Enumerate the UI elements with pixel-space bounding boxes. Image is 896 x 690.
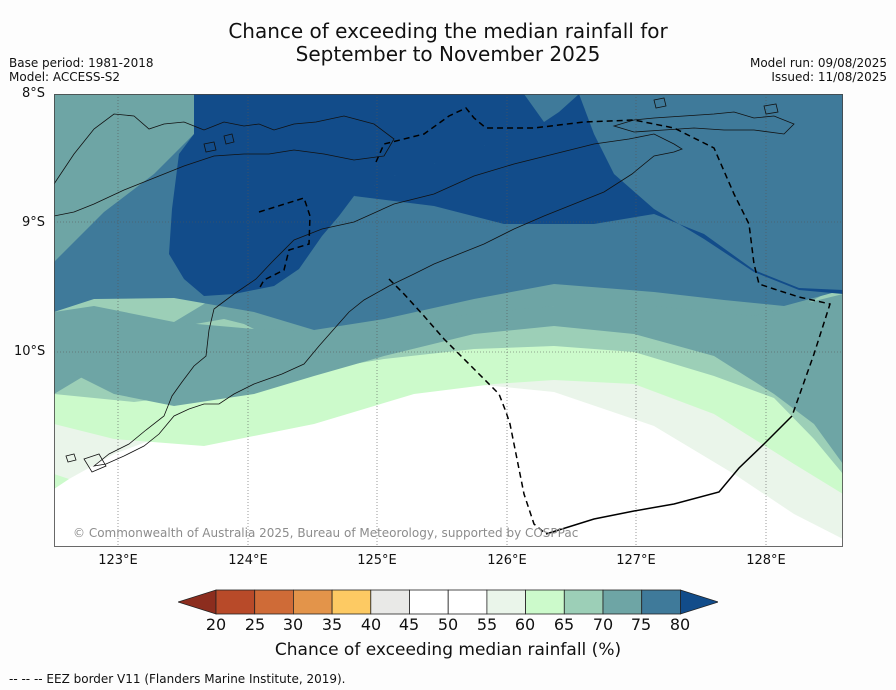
colorbar-extend-low: [178, 589, 217, 615]
band-70-75-south: [54, 294, 843, 464]
lon-label-125e: 125°E: [357, 553, 397, 568]
band-above-80: [169, 94, 843, 296]
band-60-65: [54, 474, 69, 489]
flores-sumba-coastline: [54, 113, 395, 217]
map-frame: [54, 94, 843, 547]
colorbar-cell: [293, 589, 333, 615]
colorbar-cell: [602, 589, 643, 615]
colorbar-cell: [254, 589, 294, 615]
colorbar-cell: [215, 589, 256, 615]
island-small-1: [65, 453, 77, 463]
island-west: [83, 453, 107, 473]
graticule: [54, 94, 843, 547]
colorbar-tick: 50: [437, 615, 459, 634]
colorbar-tick: 45: [398, 615, 420, 634]
map-title: Chance of exceeding the median rainfall …: [0, 20, 896, 66]
island-small-5: [223, 133, 235, 145]
colorbar-cell: [370, 589, 410, 615]
colorbar-tick: 70: [592, 615, 614, 634]
base-period-text: Base period: 1981-2018: [9, 56, 154, 70]
colorbar-tick: 65: [553, 615, 575, 634]
band-75-80-notch: [524, 94, 579, 122]
colorbar-tick: 55: [476, 615, 498, 634]
eez-border-south: [545, 415, 793, 535]
colorbar-tick: 75: [630, 615, 652, 634]
colorbar-extend-high: [679, 589, 718, 615]
island-small-3: [763, 103, 779, 115]
colorbar-cell: [409, 589, 449, 615]
wetar-coastline: [612, 111, 795, 135]
colorbar-tick: 20: [205, 615, 227, 634]
issued-text: Issued: 11/08/2025: [771, 70, 887, 84]
run-info: Model run: 09/08/2025 Issued: 11/08/2025: [750, 56, 887, 84]
model-text: Model: ACCESS-S2: [9, 70, 121, 84]
lat-label-10s: 10°S: [14, 344, 46, 359]
lon-label-123e: 123°E: [98, 553, 138, 568]
coastlines: [54, 97, 795, 473]
colorbar-cell: [525, 589, 565, 615]
lon-label-127e: 127°E: [616, 553, 656, 568]
timor-coastline: [92, 133, 683, 467]
lat-label-9s: 9°S: [22, 215, 46, 230]
title-line-2: September to November 2025: [295, 42, 601, 66]
colorbar-tick: 35: [321, 615, 343, 634]
title-line-1: Chance of exceeding the median rainfall …: [228, 19, 668, 43]
colorbar-tick: 80: [669, 615, 691, 634]
island-small-4: [203, 141, 217, 153]
lon-label-128e: 128°E: [746, 553, 786, 568]
model-info: Base period: 1981-2018 Model: ACCESS-S2: [9, 56, 154, 84]
colorbar-cell: [447, 589, 488, 615]
colorbar-cell: [331, 589, 372, 615]
colorbar-tick: 60: [514, 615, 536, 634]
colorbar-cell: [641, 589, 681, 615]
colorbar-tick: 25: [244, 615, 266, 634]
model-run-text: Model run: 09/08/2025: [749, 56, 887, 70]
copyright-text: © Commonwealth of Australia 2025, Bureau…: [73, 526, 579, 540]
island-small-2: [653, 97, 667, 109]
lat-label-8s: 8°S: [22, 86, 46, 101]
colorbar-label: Chance of exceeding median rainfall (%): [274, 640, 622, 660]
lon-label-124e: 124°E: [228, 553, 268, 568]
rainfall-map: [54, 94, 843, 547]
colorbar-cells: [178, 589, 718, 615]
lon-label-126e: 126°E: [487, 553, 527, 568]
eez-border: [258, 107, 831, 535]
colorbar-tick: 40: [360, 615, 382, 634]
colorbar-cell: [563, 589, 604, 615]
colorbar: [178, 589, 718, 615]
colorbar-tick: 30: [282, 615, 304, 634]
colorbar-cell: [486, 589, 526, 615]
eez-legend-note: -- -- -- EEZ border V11 (Flanders Marine…: [9, 672, 346, 686]
